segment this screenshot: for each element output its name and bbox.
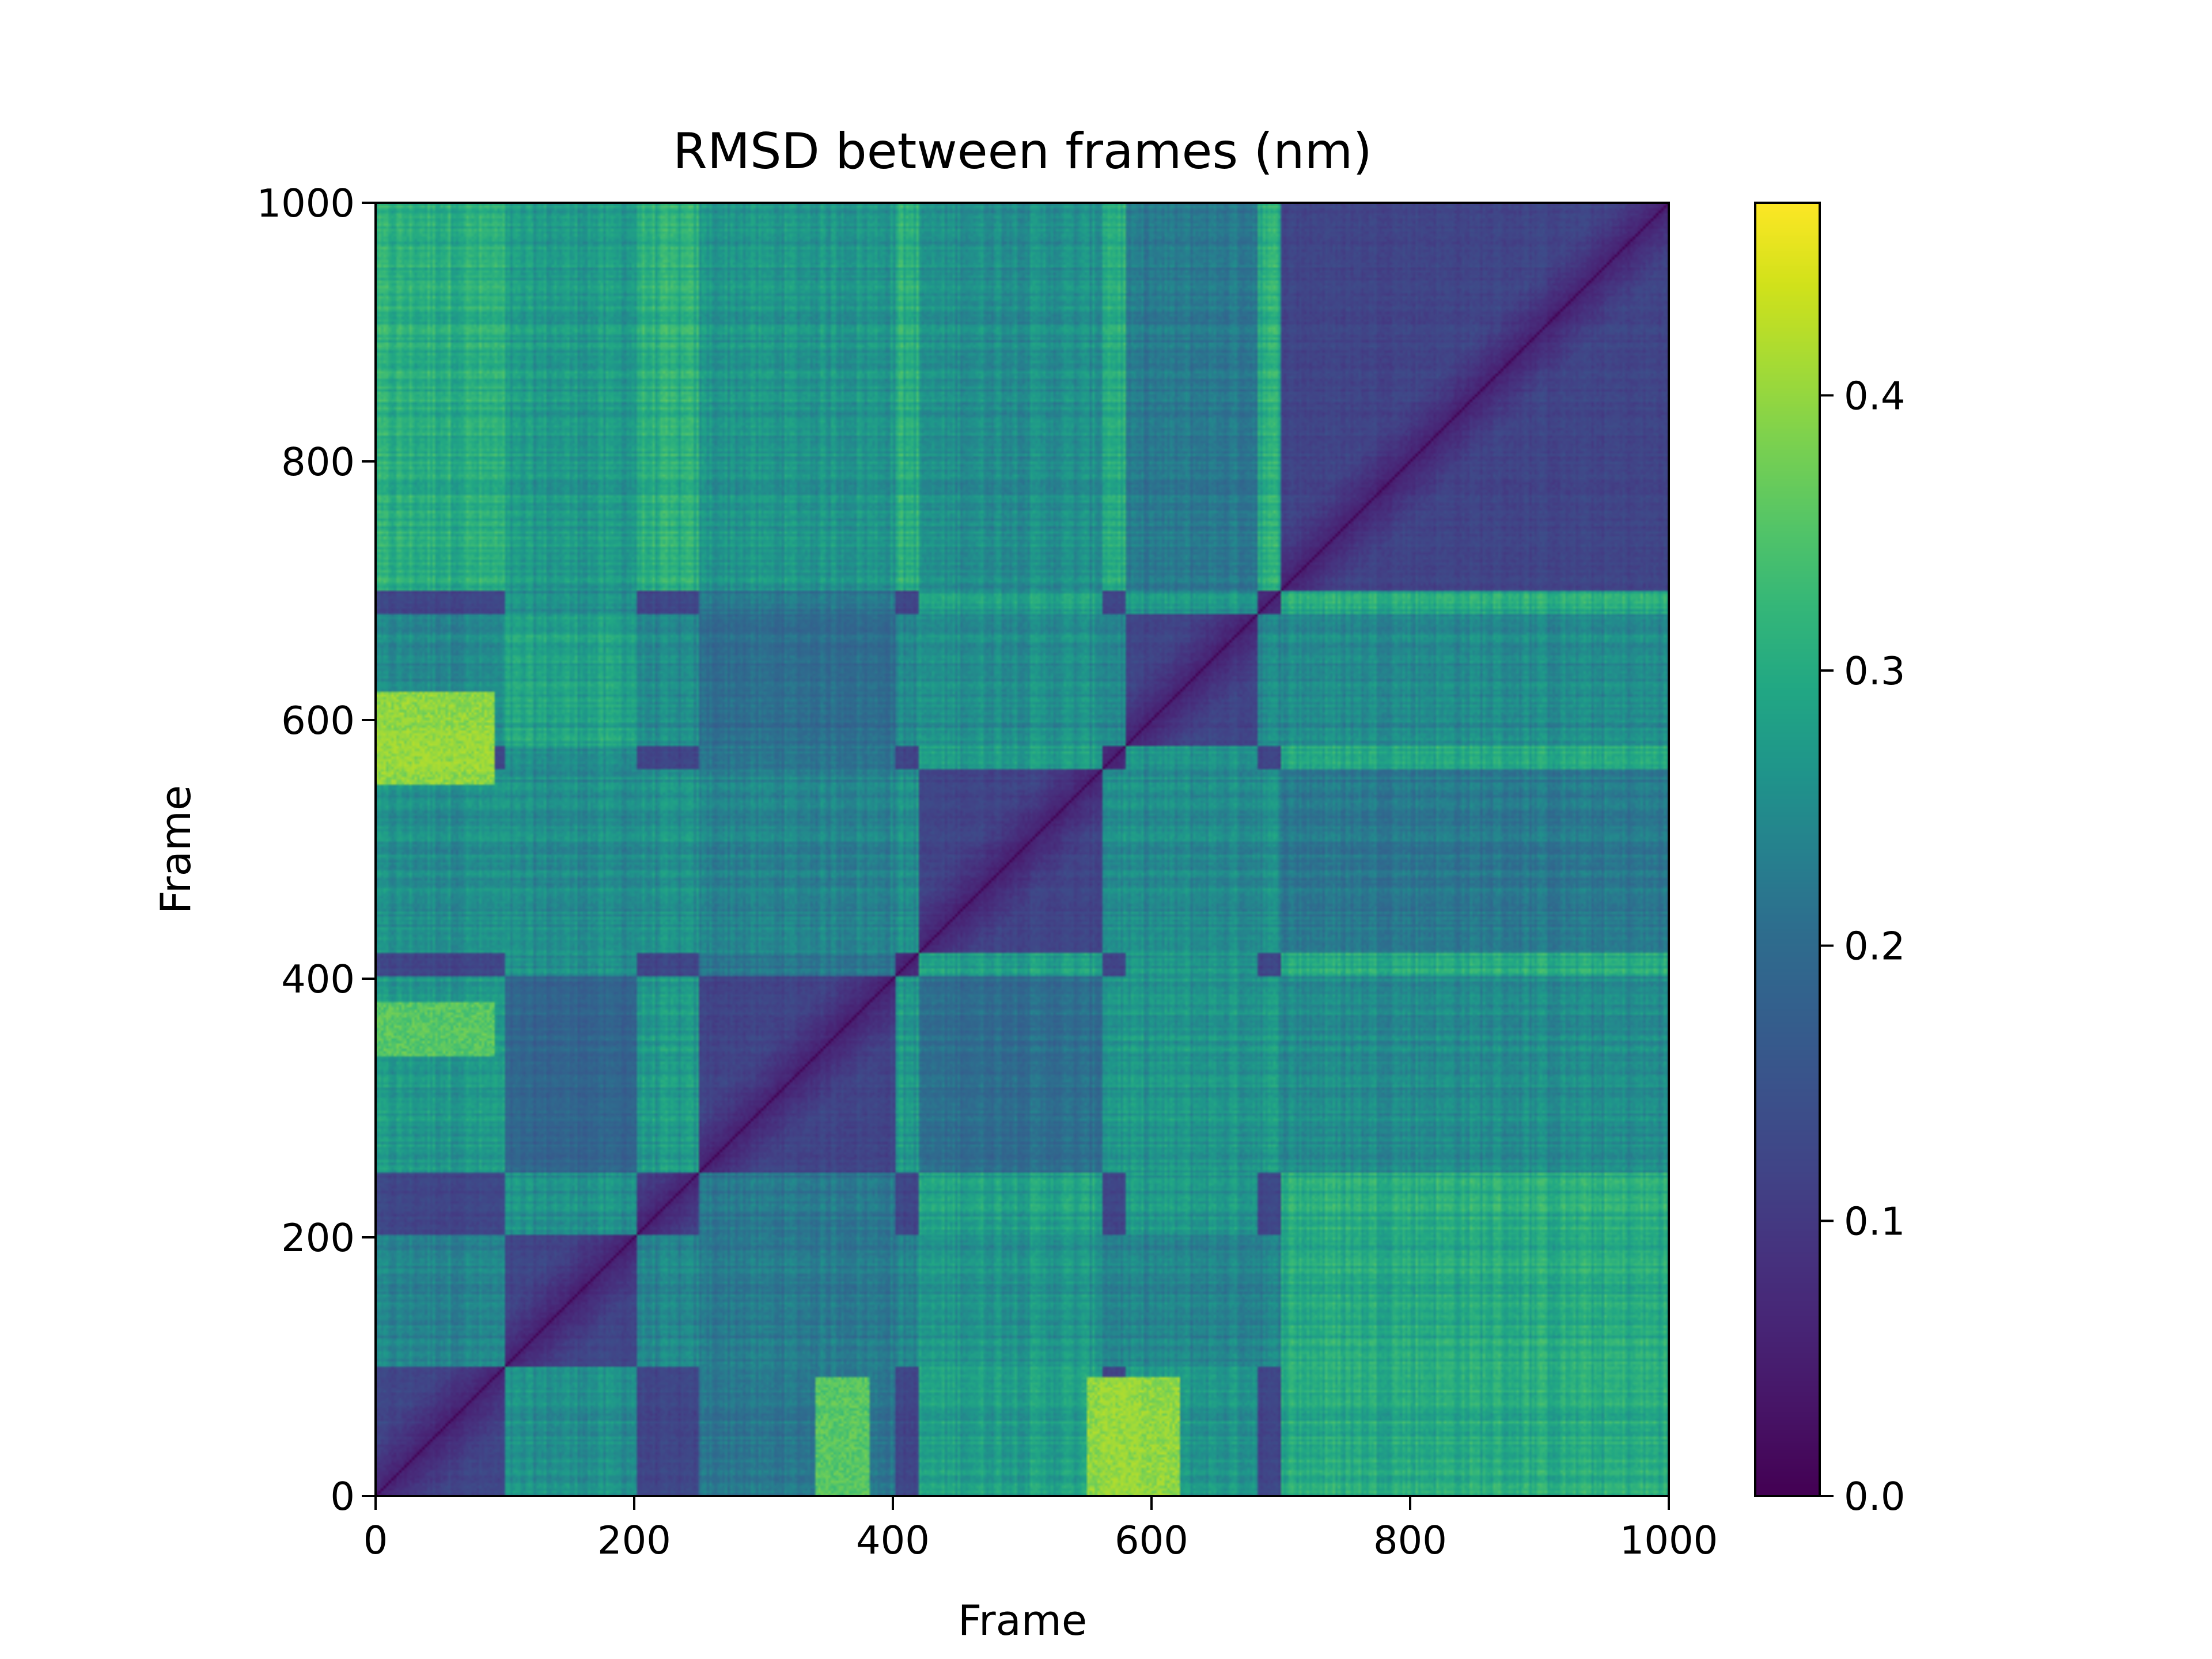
y-axis: 0 200 400 600 800 1000 [256, 181, 376, 1519]
colorbar-tick-label: 0.1 [1844, 1199, 1906, 1244]
x-tick-label: 1000 [1620, 1518, 1718, 1563]
colorbar-tick-label: 0.4 [1844, 373, 1906, 418]
colorbar-frame [1754, 202, 1821, 1497]
x-axis: 0 200 400 600 800 1000 [363, 1496, 1718, 1563]
chart-title: RMSD between frames (nm) [673, 123, 1372, 180]
y-tick-label: 0 [330, 1474, 355, 1519]
y-tick-label: 600 [281, 698, 355, 743]
x-tick-label: 0 [363, 1518, 388, 1563]
y-tick-label: 1000 [256, 181, 355, 226]
y-tick-label: 400 [281, 957, 355, 1002]
y-axis-label: Frame [151, 785, 200, 914]
x-tick-label: 200 [597, 1518, 671, 1563]
colorbar-tick-label: 0.2 [1844, 924, 1906, 969]
x-tick-label: 600 [1115, 1518, 1188, 1563]
colorbar-tick-label: 0.0 [1844, 1474, 1906, 1519]
y-tick-label: 800 [281, 440, 355, 484]
x-axis-label: Frame [958, 1596, 1087, 1645]
x-tick-label: 400 [856, 1518, 930, 1563]
rmsd-heatmap-image [376, 203, 1669, 1496]
y-tick-label: 200 [281, 1215, 355, 1260]
colorbar-tick-label: 0.3 [1844, 649, 1906, 694]
colorbar-axis: 0.0 0.1 0.2 0.3 0.4 [1820, 373, 1906, 1519]
plot-frame [374, 202, 1670, 1497]
colorbar-gradient [1755, 203, 1820, 1496]
x-tick-label: 800 [1373, 1518, 1447, 1563]
